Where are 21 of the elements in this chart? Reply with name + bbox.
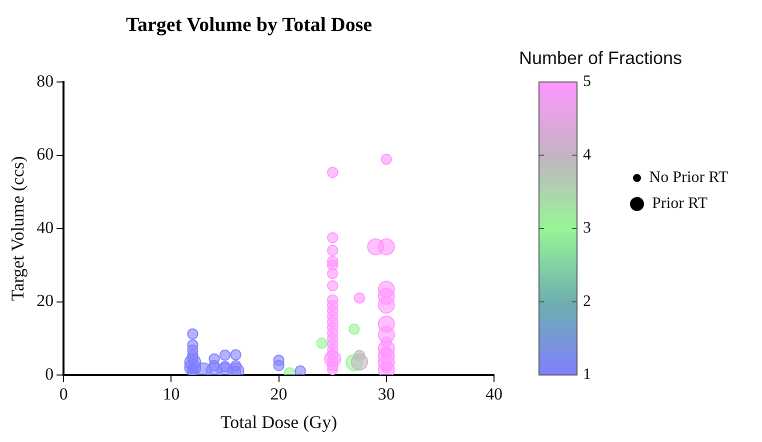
- y-axis-title: Target Volume (ccs): [8, 156, 28, 301]
- color-bar-label: 3: [583, 220, 591, 237]
- x-tick-label: 0: [59, 384, 68, 404]
- color-bar-title: Number of Fractions: [519, 48, 682, 68]
- x-tick-label: 10: [162, 384, 180, 404]
- x-tick-label: 20: [270, 384, 288, 404]
- chart-title: Target Volume by Total Dose: [126, 14, 372, 36]
- y-tick-label: 60: [36, 144, 54, 164]
- color-bar-label: 4: [583, 146, 591, 164]
- color-bar-label: 2: [583, 292, 591, 310]
- y-tick-label: 80: [36, 71, 54, 90]
- y-tick-label: 40: [36, 218, 54, 237]
- y-tick-label: 0: [45, 364, 54, 384]
- x-tick-label: 40: [486, 384, 502, 404]
- y-tick-label: 20: [36, 291, 54, 310]
- x-axis-title: Total Dose (Gy): [220, 412, 338, 432]
- color-bar-label: 1: [583, 366, 591, 384]
- x-tick-label: 30: [378, 384, 395, 404]
- color-bar-label: 5: [583, 73, 591, 90]
- text: No Prior RT: [649, 169, 728, 187]
- text: Prior RT: [652, 195, 708, 213]
